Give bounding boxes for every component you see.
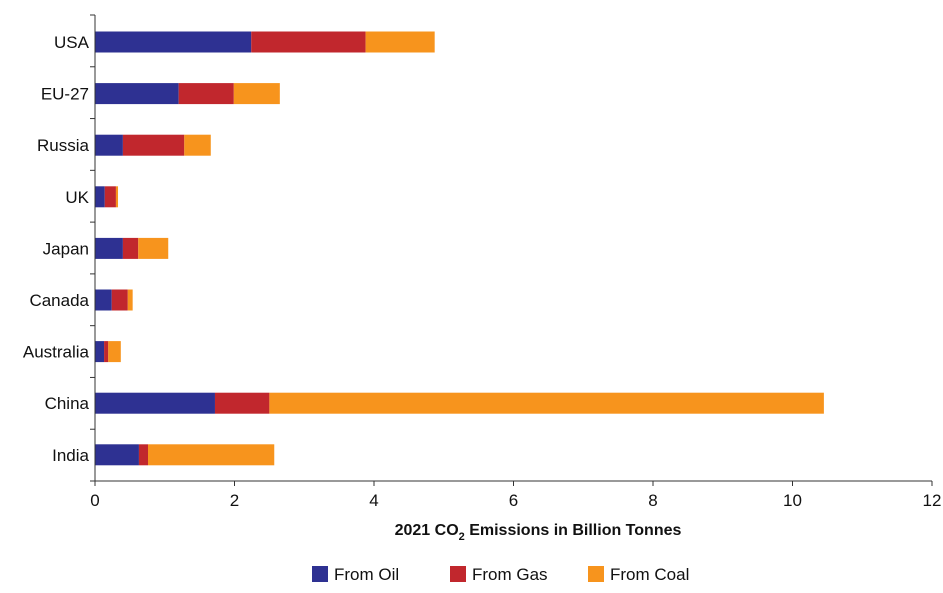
x-tick-label-2: 2 (230, 491, 239, 510)
category-label-india: India (52, 446, 89, 465)
legend-swatch-from-coal (588, 566, 604, 582)
legend-label-from-gas: From Gas (472, 565, 548, 584)
bar-uk-from-oil (95, 186, 105, 208)
bar-china-from-oil (95, 392, 215, 414)
bar-china-from-coal (269, 392, 824, 414)
bar-eu-27-from-coal (233, 83, 280, 105)
bar-japan-from-coal (138, 237, 169, 259)
bar-canada-from-coal (127, 289, 133, 311)
x-tick-label-4: 4 (369, 491, 378, 510)
x-axis-title: 2021 CO2 Emissions in Billion Tonnes (395, 522, 682, 543)
bar-russia-from-gas (122, 134, 185, 156)
bar-japan-from-gas (122, 237, 139, 259)
bar-canada-from-gas (111, 289, 128, 311)
bar-usa-from-coal (365, 31, 435, 53)
bar-eu-27-from-oil (95, 83, 179, 105)
bar-usa-from-gas (251, 31, 366, 53)
category-label-eu-27: EU-27 (41, 85, 89, 104)
bar-india-from-oil (95, 444, 139, 466)
bar-uk-from-gas (104, 186, 116, 208)
bar-usa-from-oil (95, 31, 252, 53)
x-axis-title-prefix: 2021 CO (395, 522, 459, 539)
category-label-japan: Japan (43, 239, 89, 258)
x-tick-labels: 0 2 4 6 8 10 12 (90, 491, 941, 510)
x-tick-label-8: 8 (648, 491, 657, 510)
category-label-russia: Russia (37, 136, 90, 155)
bars-group (95, 31, 824, 466)
bar-australia-from-oil (95, 341, 105, 363)
category-label-canada: Canada (29, 291, 89, 310)
category-label-usa: USA (54, 33, 90, 52)
category-label-australia: Australia (23, 343, 90, 362)
bar-australia-from-coal (108, 341, 121, 363)
bar-russia-from-oil (95, 134, 123, 156)
x-tick-label-12: 12 (923, 491, 942, 510)
x-tick-label-6: 6 (509, 491, 518, 510)
bar-japan-from-oil (95, 237, 123, 259)
x-tick-label-10: 10 (783, 491, 802, 510)
legend-swatch-from-gas (450, 566, 466, 582)
category-labels: USA EU-27 Russia UK Japan Canada Australia Chin… (23, 33, 90, 465)
bar-australia-from-gas (104, 341, 109, 363)
bar-russia-from-coal (184, 134, 211, 156)
legend-swatch-from-oil (312, 566, 328, 582)
legend: From Oil From Gas From Coal (312, 565, 689, 584)
x-tick-label-0: 0 (90, 491, 99, 510)
bar-eu-27-from-gas (178, 83, 234, 105)
category-label-uk: UK (65, 188, 89, 207)
bar-china-from-gas (214, 392, 270, 414)
legend-label-from-oil: From Oil (334, 565, 399, 584)
x-axis-title-suffix: Emissions in Billion Tonnes (465, 522, 682, 539)
bar-canada-from-oil (95, 289, 112, 311)
bar-uk-from-coal (115, 186, 119, 208)
x-axis-title-subscript: 2 (459, 531, 465, 543)
bar-india-from-coal (148, 444, 275, 466)
category-label-china: China (45, 394, 90, 413)
axes-group (90, 14, 933, 486)
legend-label-from-coal: From Coal (610, 565, 689, 584)
bar-india-from-gas (138, 444, 149, 466)
